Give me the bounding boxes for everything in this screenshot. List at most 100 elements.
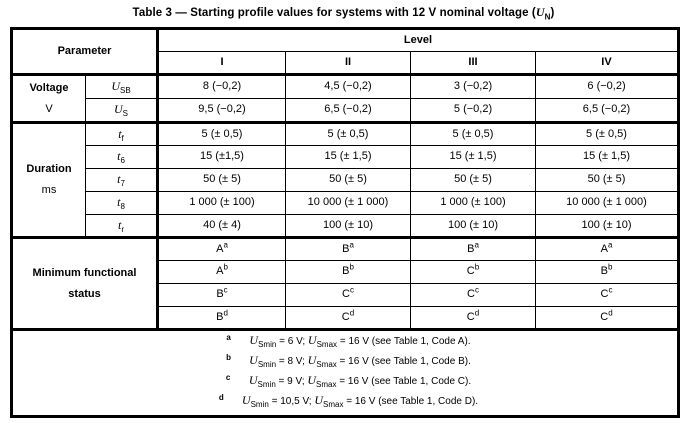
footnote-text-part: = 16 V (see Table 1, Code C). (336, 376, 472, 387)
footnote-text-part: = 6 V; (276, 336, 308, 347)
status-group-label-line1: Minimum functional (32, 266, 137, 279)
status-cell: Bb (535, 260, 679, 284)
value-cell: 15 (± 1,5) (285, 145, 411, 169)
level-col-header-1: I (156, 51, 286, 76)
footnote-text-part: = 16 V (see Table 1, Code D). (343, 396, 479, 407)
status-group-cell: Minimum functional status (11, 237, 158, 331)
level-col-header-2: II (285, 51, 411, 76)
voltage-unit-label: V (45, 102, 53, 115)
starting-profile-table: Parameter Level I II III IV Voltage V US… (10, 27, 680, 418)
status-cell: Aa (156, 237, 286, 261)
t7-symbol: t (117, 172, 121, 187)
value-cell: 6,5 (−0,2) (285, 98, 411, 124)
status-note-ref: a (223, 239, 228, 249)
status-value: B (216, 310, 224, 323)
footnote-text-part: = 8 V; (276, 356, 308, 367)
t6-symbol-subscript: 6 (120, 156, 125, 166)
status-cell: Ba (410, 237, 536, 261)
status-cell: Cc (535, 283, 679, 307)
table-row-t7: t7 50 (± 5) 50 (± 5) 50 (± 5) 50 (± 5) (12, 168, 679, 192)
status-cell: Cc (285, 283, 411, 307)
value-cell: 10 000 (± 1 000) (535, 191, 679, 215)
status-note-ref: c (608, 285, 613, 295)
status-value: C (600, 288, 609, 301)
footnote-symbol-subscript: Smin (257, 380, 276, 389)
status-note-ref: b (349, 262, 354, 272)
usb-symbol-subscript: SB (120, 86, 131, 96)
footnote-c: c USmin = 9 V; USmax = 16 V (see Table 1,… (225, 372, 472, 389)
footnote-text-part: = 9 V; (275, 376, 308, 387)
status-row-a: Minimum functional status Aa Ba Ba Aa (11, 237, 679, 331)
value-cell: 9,5 (−0,2) (156, 98, 286, 124)
value-cell: 5 (± 0,5) (535, 122, 679, 146)
status-cell: Ba (285, 237, 411, 261)
un-symbol: U (535, 5, 545, 19)
duration-group-cell: Duration ms (11, 122, 86, 239)
status-cell: Cd (535, 306, 679, 331)
status-value: C (466, 310, 475, 323)
header-row-1: Parameter Level (11, 28, 679, 76)
footnotes-section: a USmin = 6 V; USmax = 16 V (see Table 1,… (11, 329, 679, 417)
value-cell: 5 (± 0,5) (156, 122, 286, 146)
table-row-us: US 9,5 (−0,2) 6,5 (−0,2) 5 (−0,2) 6,5 (−… (12, 98, 679, 124)
value-cell: 50 (± 5) (410, 168, 536, 192)
status-cell: Aa (535, 237, 679, 261)
status-row-d: Bd Cd Cd Cd (12, 306, 679, 331)
status-value: C (467, 288, 475, 301)
us-symbol: U (113, 102, 123, 117)
table-row-usb: Voltage V USB 8 (−0,2) 4,5 (−0,2) 3 (−0,… (11, 74, 679, 124)
status-value: C (600, 310, 609, 323)
table-title-close: ) (550, 7, 555, 19)
footnote-symbol: U (307, 333, 317, 347)
table-row-tr: tr 40 (± 4) 100 (± 10) 100 (± 10) 100 (±… (12, 214, 679, 239)
value-cell: 4,5 (−0,2) (285, 74, 411, 99)
status-value: C (342, 288, 350, 301)
footnote-symbol: U (314, 393, 323, 407)
t8-symbol-subscript: 8 (120, 202, 125, 212)
status-value: C (466, 265, 475, 278)
tf-symbol: t (118, 126, 122, 141)
table-row-t8: t8 1 000 (± 100) 10 000 (± 1 000) 1 000 … (12, 191, 679, 215)
status-note-ref: b (223, 262, 228, 272)
value-cell: 15 (± 1,5) (535, 145, 679, 169)
status-cell: Ab (156, 260, 286, 284)
value-cell: 50 (± 5) (156, 168, 286, 192)
usb-symbol: U (111, 79, 120, 94)
status-note-ref: a (474, 239, 479, 249)
status-cell: Cd (410, 306, 536, 331)
level-col-header-4: IV (535, 51, 679, 76)
t7-symbol-subscript: 7 (120, 179, 125, 189)
status-cell: Cd (285, 306, 411, 331)
value-cell: 15 (± 1,5) (410, 145, 536, 169)
status-value: A (600, 242, 608, 255)
tf-symbol-cell: tf (85, 122, 158, 146)
t7-symbol-cell: t7 (85, 168, 158, 192)
status-cell: Bc (156, 283, 286, 307)
parameter-header-cell: Parameter (11, 28, 158, 76)
footnote-symbol-subscript: Smax (316, 360, 337, 369)
us-symbol-subscript: S (122, 109, 128, 119)
footnotes-row: a USmin = 6 V; USmax = 16 V (see Table 1,… (11, 329, 679, 417)
table-title: Table 3 — Starting profile values for sy… (0, 5, 687, 21)
footnote-symbol-subscript: Smin (250, 400, 269, 409)
tr-symbol: t (117, 217, 122, 232)
value-cell: 40 (± 4) (156, 214, 286, 239)
status-cell: Bd (156, 306, 286, 331)
footnote-symbol: U (248, 373, 258, 387)
status-value: A (216, 242, 224, 255)
status-note-ref: c (474, 285, 479, 295)
footnote-symbol-subscript: Smax (316, 340, 338, 349)
status-value: A (216, 265, 224, 278)
value-cell: 3 (−0,2) (410, 74, 536, 99)
value-cell: 1 000 (± 100) (410, 191, 536, 215)
status-row-b: Ab Bb Cb Bb (12, 260, 679, 284)
value-cell: 50 (± 5) (535, 168, 679, 192)
voltage-group-label: Voltage (29, 81, 69, 94)
footnote-text-part: = 10,5 V; (268, 396, 315, 407)
value-cell: 6,5 (−0,2) (535, 98, 679, 124)
status-note-ref: d (474, 307, 480, 317)
status-note-ref: c (349, 285, 354, 295)
status-value: B (342, 265, 350, 278)
value-cell: 15 (±1,5) (156, 145, 286, 169)
